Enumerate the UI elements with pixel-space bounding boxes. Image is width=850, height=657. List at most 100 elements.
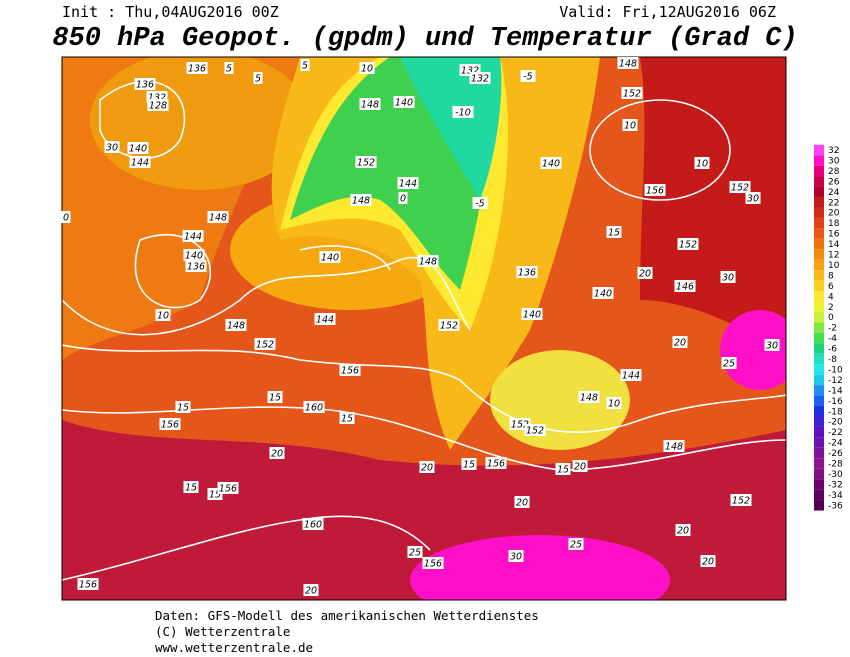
colorbar-swatch (814, 364, 824, 375)
contour-label: 20 (639, 269, 651, 280)
colorbar-swatch (814, 489, 824, 501)
contour-label-box (422, 557, 444, 569)
colorbar-label: -26 (828, 449, 843, 459)
colorbar-label: -6 (828, 345, 837, 355)
colorbar-label: 0 (828, 313, 834, 323)
contour-label-box (745, 192, 761, 204)
contour-label-box (677, 238, 699, 250)
contour-label: 10 (696, 159, 708, 170)
colorbar-swatch (814, 458, 824, 469)
contour-label-box (524, 424, 546, 436)
colorbar-label: -36 (828, 501, 843, 511)
contour-label-box (417, 255, 439, 267)
colorbar-label: -18 (828, 407, 843, 417)
contour-label-box (620, 369, 642, 381)
colorbar-swatch (814, 207, 824, 218)
colorbar-swatch (814, 270, 824, 281)
map-title: 850 hPa Geopot. (gpdm) und Temperatur (G… (52, 24, 797, 54)
footer-source: Daten: GFS-Modell des amerikanischen Wet… (155, 608, 539, 623)
contour-label-box (720, 271, 736, 283)
contour-label-box (700, 555, 716, 567)
colorbar-swatch (814, 406, 824, 417)
contour-label: 152 (679, 240, 697, 251)
colorbar-label: 20 (828, 209, 840, 219)
colorbar-label: -20 (828, 418, 843, 428)
colorbar-swatch (814, 228, 824, 239)
contour-label: 144 (184, 232, 202, 243)
contour-label-box (606, 397, 622, 409)
footer-url: www.wetterzentrale.de (155, 640, 313, 655)
colorbar-swatch (814, 437, 824, 448)
contour-label: 15 (269, 393, 281, 404)
contour-label: 20 (305, 586, 317, 597)
colorbar-swatch (814, 468, 824, 480)
contour-label: 20 (702, 557, 714, 568)
contour-label: 140 (185, 251, 203, 262)
contour-label: 140 (523, 310, 541, 321)
contour-label: 152 (731, 183, 749, 194)
colorbar-swatch (814, 165, 824, 177)
contour-label: 132 (471, 74, 489, 85)
colorbar-label: 14 (828, 240, 840, 250)
colorbar-swatch (814, 217, 824, 229)
contour-label-box (267, 391, 283, 403)
contour-label-box (339, 412, 355, 424)
colorbar-swatch (814, 311, 824, 323)
colorbar-label: -30 (828, 470, 843, 480)
contour-label-box (302, 518, 324, 530)
colorbar-swatch (814, 280, 824, 292)
colorbar-label: -24 (828, 439, 843, 449)
contour-label: 140 (395, 98, 413, 109)
colorbar-swatch (814, 332, 824, 344)
contour-label: 140 (542, 159, 560, 170)
contour-label-box (419, 461, 435, 473)
colorbar-label: 24 (828, 188, 840, 198)
contour-label-box (339, 364, 361, 376)
colorbar-label: -12 (828, 376, 843, 386)
contour-label-box (186, 62, 208, 74)
colorbar-label: 18 (828, 219, 840, 229)
contour-label: 140 (129, 144, 147, 155)
contour-label: 5 (255, 74, 261, 85)
contour-label: 20 (574, 462, 586, 473)
contour-label-box (520, 70, 536, 82)
contour-label-box (622, 119, 638, 131)
colorbar-swatch (814, 186, 824, 198)
colorbar-label: -4 (828, 334, 837, 344)
contour-label-box (472, 197, 488, 209)
contour-label: 10 (608, 399, 620, 410)
contour-label: 5 (226, 64, 232, 75)
colorbar-label: -14 (828, 386, 843, 396)
contour-label-box (694, 157, 710, 169)
contour-label-box (253, 72, 263, 84)
contour-label-box (572, 460, 588, 472)
contour-label: 148 (580, 393, 598, 404)
colorbar-swatch (814, 343, 824, 354)
contour-label: 132 (461, 66, 479, 77)
contour-label: 20 (421, 463, 433, 474)
contour-label: 160 (305, 403, 323, 414)
contour-label: 152 (357, 158, 375, 169)
contour-label: 15 (557, 465, 569, 476)
contour-label-box (674, 280, 696, 292)
contour-label-box (159, 418, 181, 430)
contour-label-box (397, 177, 419, 189)
colorbar-label: 8 (828, 271, 834, 281)
contour-label: 0 (63, 213, 69, 224)
colorbar-swatch (814, 353, 824, 365)
colorbar-label: 22 (828, 198, 839, 208)
colorbar-swatch (814, 500, 824, 511)
contour-label-box (183, 249, 205, 261)
contour-label: 20 (677, 526, 689, 537)
contour-label: 160 (304, 520, 322, 531)
contour-label: 148 (665, 442, 683, 453)
colorbar-swatch (814, 144, 824, 156)
contour-label-box (207, 211, 229, 223)
contour-label: 156 (161, 420, 179, 431)
contour-label: 148 (619, 59, 637, 70)
colorbar-swatch (814, 291, 824, 302)
contour-label: 30 (106, 143, 118, 154)
contour-label: 152 (732, 496, 750, 507)
contour-label-box (224, 62, 234, 74)
